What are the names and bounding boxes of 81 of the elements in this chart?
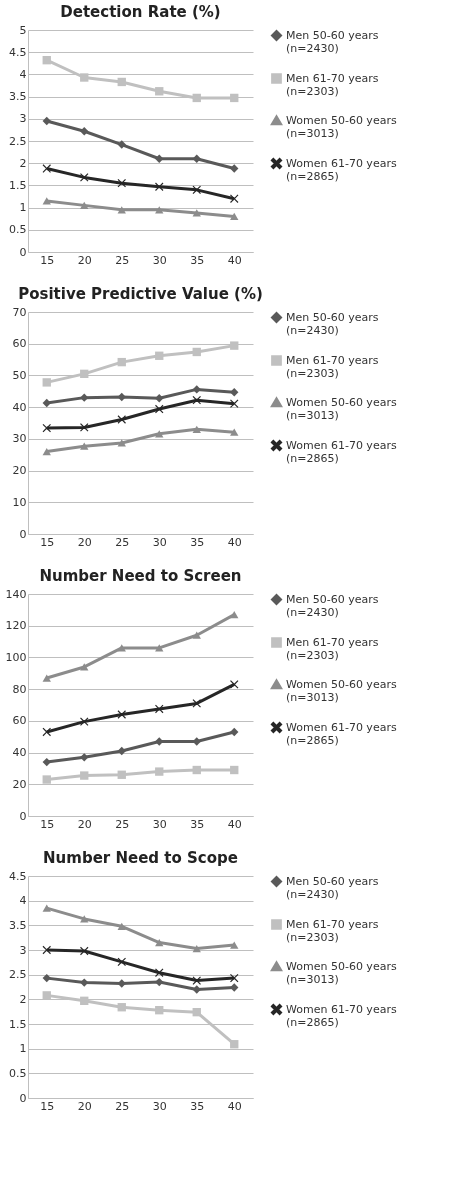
legend-label: Men 50-60 years (n=2430) (286, 310, 379, 337)
y-tick-label: 3.5 (9, 90, 27, 104)
y-tick-label: 40 (12, 400, 27, 414)
x-tick-label: 20 (77, 253, 92, 267)
y-tick-label: 3 (19, 943, 27, 957)
x-tick-label: 15 (40, 253, 55, 267)
x-tick-label: 35 (190, 817, 205, 831)
y-tick-label: 1 (19, 201, 27, 215)
x-tick-label: 20 (77, 817, 92, 831)
y-tick-label: 60 (12, 714, 27, 728)
legend-label: Men 50-60 years (n=2430) (286, 874, 379, 901)
y-tick-label: 70 (12, 305, 27, 319)
y-tick-label: 1.5 (9, 1017, 27, 1031)
y-tick-label: 0 (19, 1091, 27, 1105)
y-tick-label: 30 (12, 432, 27, 446)
y-tick-label: 4 (19, 67, 27, 81)
y-tick-label: 4.5 (9, 45, 27, 59)
y-tick-label: 4.5 (9, 869, 27, 883)
x-tick-label: 20 (77, 1099, 92, 1113)
legend-label: Men 50-60 years (n=2430) (286, 592, 379, 619)
y-tick-label: 3.5 (9, 918, 27, 932)
x-tick-label: 30 (152, 253, 167, 267)
legend-label: Women 50-60 years (n=3013) (286, 959, 397, 986)
y-tick-label: 2.5 (9, 968, 27, 982)
legend-label: Women 50-60 years (n=3013) (286, 113, 397, 140)
legend-label: Women 50-60 years (n=3013) (286, 395, 397, 422)
chart-title: Number Need to Scope (43, 849, 238, 867)
y-tick-label: 2 (19, 992, 27, 1006)
legend-label: Women 61-70 years (n=2865) (286, 1002, 397, 1029)
y-tick-label: 2.5 (9, 134, 27, 148)
legend-label: Women 61-70 years (n=2865) (286, 438, 397, 465)
x-tick-label: 30 (152, 1099, 167, 1113)
y-tick-label: 1.5 (9, 178, 27, 192)
x-tick-label: 30 (152, 535, 167, 549)
x-tick-label: 15 (40, 535, 55, 549)
y-tick-label: 10 (12, 495, 27, 509)
x-tick-label: 25 (115, 1099, 130, 1113)
x-tick-label: 30 (152, 817, 167, 831)
x-tick-label: 25 (115, 817, 130, 831)
x-tick-label: 40 (227, 817, 242, 831)
x-tick-label: 25 (115, 535, 130, 549)
chart-title: Detection Rate (%) (60, 3, 221, 21)
y-tick-label: 0 (19, 809, 27, 823)
legend-label: Men 61-70 years (n=2303) (286, 917, 379, 944)
legend-label: Women 61-70 years (n=2865) (286, 156, 397, 183)
x-tick-label: 15 (40, 817, 55, 831)
legend-label: Men 50-60 years (n=2430) (286, 28, 379, 55)
y-tick-label: 0.5 (9, 1066, 27, 1080)
x-tick-label: 35 (190, 1099, 205, 1113)
x-tick-label: 40 (227, 1099, 242, 1113)
legend-label: Men 61-70 years (n=2303) (286, 353, 379, 380)
x-tick-label: 20 (77, 535, 92, 549)
y-tick-label: 2 (19, 156, 27, 170)
legend-label: Women 61-70 years (n=2865) (286, 720, 397, 747)
y-tick-label: 20 (12, 464, 27, 478)
y-tick-label: 20 (12, 777, 27, 791)
legend-label: Men 61-70 years (n=2303) (286, 71, 379, 98)
y-tick-label: 140 (5, 587, 27, 601)
chart-title: Positive Predictive Value (%) (18, 285, 263, 303)
y-tick-label: 40 (12, 746, 27, 760)
y-tick-label: 60 (12, 337, 27, 351)
y-tick-label: 120 (5, 619, 27, 633)
x-tick-label: 40 (227, 535, 242, 549)
x-tick-label: 25 (115, 253, 130, 267)
x-tick-label: 15 (40, 1099, 55, 1113)
y-tick-label: 0.5 (9, 223, 27, 237)
x-tick-label: 35 (190, 253, 205, 267)
y-tick-label: 100 (5, 650, 27, 664)
y-tick-label: 80 (12, 682, 27, 696)
y-tick-label: 50 (12, 368, 27, 382)
x-tick-label: 35 (190, 535, 205, 549)
legend-label: Women 50-60 years (n=3013) (286, 677, 397, 704)
y-tick-label: 5 (19, 23, 27, 37)
chart-title: Number Need to Screen (39, 567, 242, 585)
y-tick-label: 3 (19, 112, 27, 126)
x-tick-label: 40 (227, 253, 242, 267)
y-tick-label: 0 (19, 245, 27, 259)
y-tick-label: 0 (19, 527, 27, 541)
y-tick-label: 4 (19, 894, 27, 908)
legend-label: Men 61-70 years (n=2303) (286, 635, 379, 662)
y-tick-label: 1 (19, 1042, 27, 1056)
